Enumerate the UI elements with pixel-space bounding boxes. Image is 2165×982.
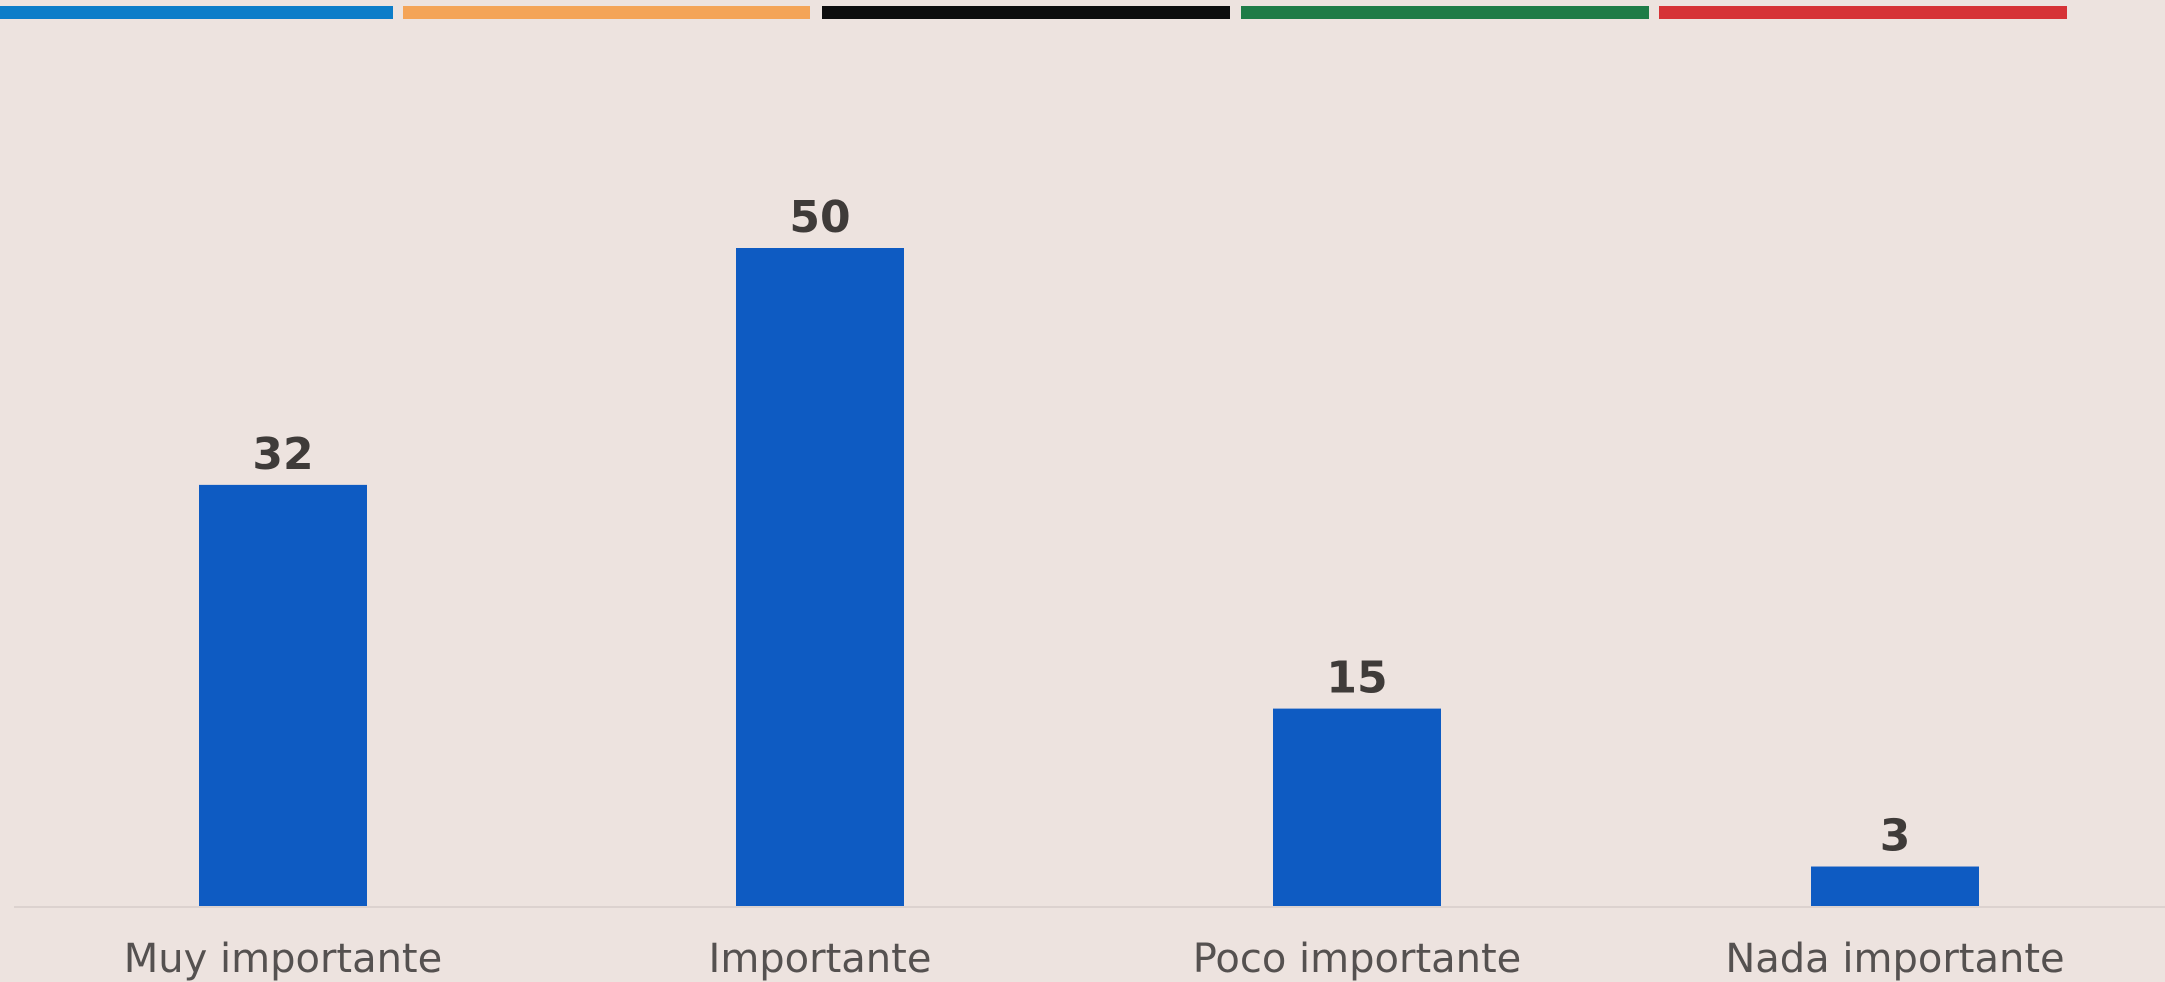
category-label-3: Nada importante (1725, 936, 2064, 982)
value-label-2: 15 (1326, 653, 1387, 704)
value-labels-group: 32 50 15 3 (252, 192, 1910, 862)
value-label-0: 32 (252, 429, 313, 480)
bar-0 (199, 484, 367, 906)
bar-2 (1273, 708, 1441, 906)
bars-group (199, 248, 1979, 906)
bar-1 (736, 248, 904, 906)
stripe-black (822, 6, 1230, 19)
stripe-blue (0, 6, 393, 19)
category-label-0: Muy importante (124, 936, 442, 982)
value-label-1: 50 (789, 192, 850, 243)
category-label-2: Poco importante (1193, 936, 1522, 982)
stripe-orange (403, 6, 810, 19)
stripe-red (1659, 6, 2067, 19)
bar-3 (1811, 866, 1979, 906)
stripe-green (1241, 6, 1649, 19)
value-label-3: 3 (1880, 811, 1911, 862)
category-labels-group: Muy importante Importante Poco importante N… (124, 936, 2065, 982)
category-label-1: Importante (709, 936, 932, 982)
top-color-stripe (0, 6, 2165, 19)
